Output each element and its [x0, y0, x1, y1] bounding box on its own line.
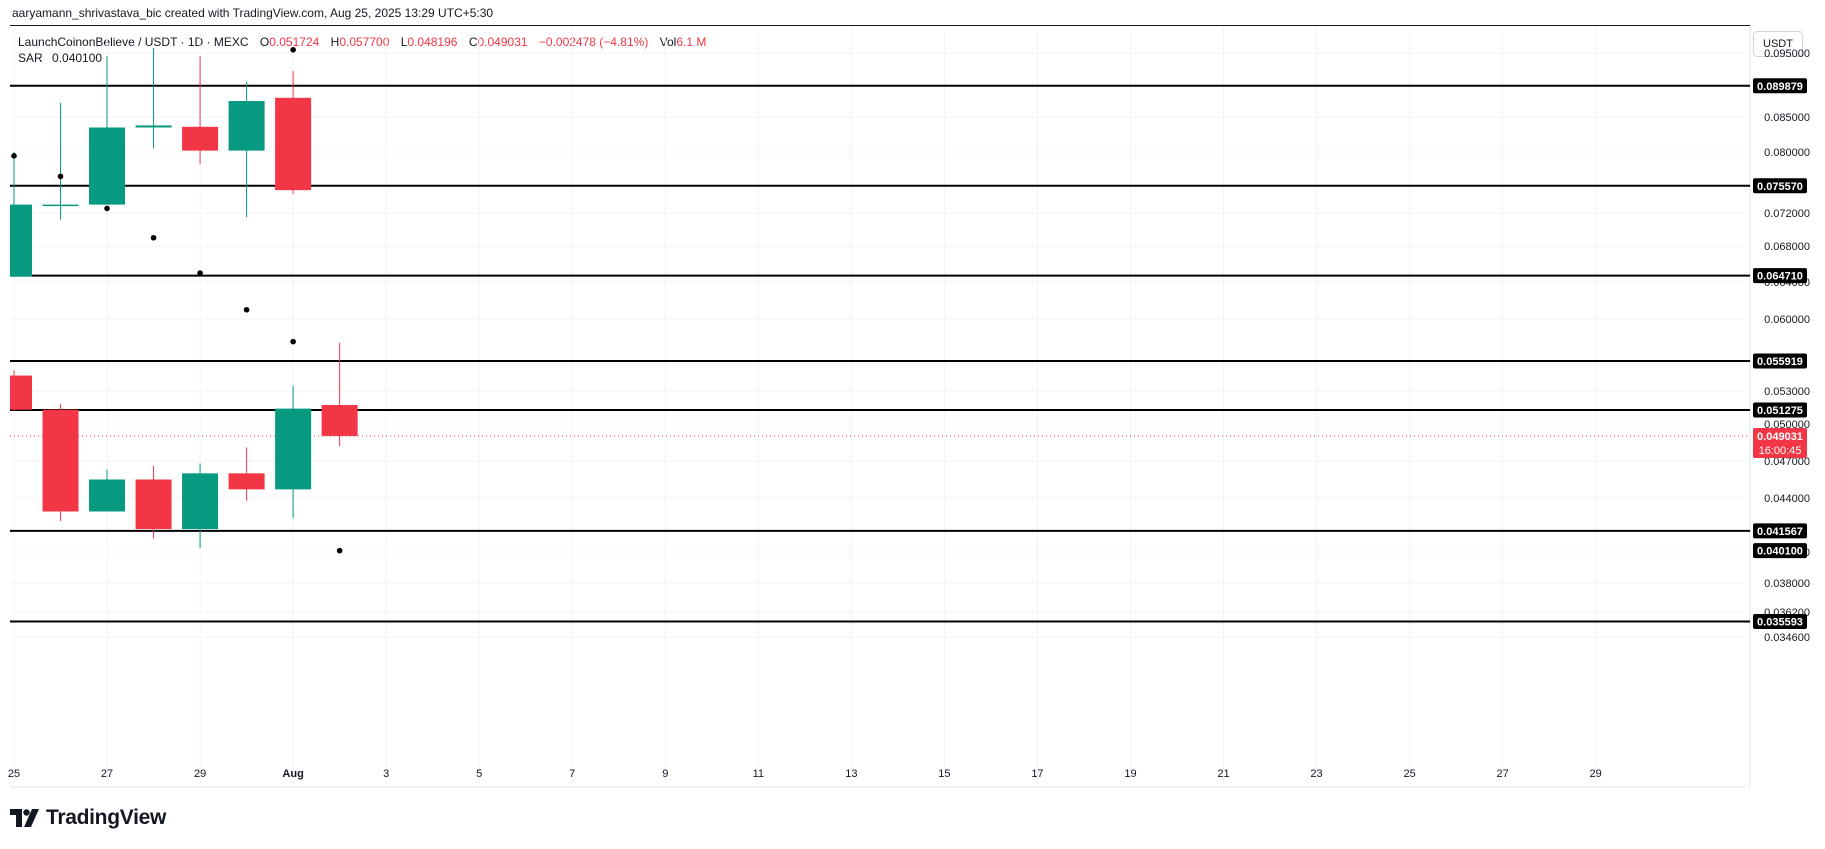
level-price-label-bg	[1753, 613, 1807, 629]
x-tick-label: Aug	[282, 768, 303, 780]
brand-name: TradingView	[46, 806, 167, 829]
symbol-name[interactable]: LaunchCoinonBelieve / USDT · 1D · MEXC	[18, 35, 249, 49]
level-price-label-bg	[1753, 178, 1807, 194]
low-label: L	[400, 35, 408, 49]
x-tick-label: 25	[1403, 768, 1415, 780]
y-tick-label: 0.034600	[1764, 632, 1810, 644]
sar-value: 0.040100	[52, 51, 103, 65]
tradingview-logo-icon	[10, 809, 39, 827]
x-tick-label: 7	[569, 768, 575, 780]
x-tick-label: 21	[1217, 768, 1229, 780]
y-tick-label: 0.095000	[1764, 48, 1810, 60]
x-tick-label: 5	[476, 768, 482, 780]
sar-legend: SAR 0.040100	[18, 51, 102, 65]
sar-dot	[57, 173, 64, 180]
x-tick-label: 17	[1031, 768, 1043, 780]
level-price-label: 0.089879	[1757, 81, 1803, 93]
candle-body[interactable]	[182, 473, 219, 530]
candle-body[interactable]	[182, 126, 219, 151]
bar-countdown-label: 16:00:45	[1759, 445, 1802, 457]
x-tick-label: 11	[753, 768, 764, 780]
x-tick-label: 29	[194, 768, 206, 780]
volume-value: 6.1 M	[676, 35, 707, 49]
candle-body[interactable]	[42, 204, 79, 207]
sar-label[interactable]: SAR	[18, 51, 43, 65]
close-value: 0.049031	[477, 35, 528, 49]
x-tick-label: 3	[383, 768, 389, 780]
candle-body[interactable]	[10, 204, 32, 277]
low-value: 0.048196	[407, 35, 458, 49]
x-tick-label: 27	[1497, 768, 1509, 780]
x-tick-label: 25	[8, 768, 20, 780]
level-price-label: 0.035593	[1757, 616, 1803, 628]
sar-dot	[150, 234, 157, 241]
volume-label: Vol	[659, 35, 677, 49]
sar-dot	[11, 153, 17, 159]
x-tick-label: 29	[1590, 768, 1602, 780]
level-price-label: 0.064710	[1757, 271, 1803, 283]
level-price-label: 0.051275	[1757, 405, 1803, 417]
level-price-label-bg	[1753, 523, 1807, 539]
level-price-label: 0.075570	[1757, 181, 1803, 193]
sar-dot	[197, 270, 203, 276]
level-price-label-bg	[1753, 78, 1807, 94]
y-tick-label: 0.038000	[1764, 578, 1810, 590]
sar-dot	[290, 338, 296, 345]
change-value: −0.002478 (−4.81%)	[538, 35, 649, 49]
sar-dot	[104, 205, 110, 212]
level-price-label-bg	[1753, 353, 1807, 369]
currency-button[interactable]: USDT	[1753, 31, 1803, 57]
x-tick-label: 23	[1310, 768, 1322, 780]
x-tick-label: 13	[845, 768, 857, 780]
y-tick-label: 0.080000	[1764, 147, 1810, 159]
sar-price-label-bg	[1753, 543, 1807, 559]
candle-body[interactable]	[275, 408, 312, 490]
last-price-label-bg	[1753, 427, 1807, 458]
close-label: C	[468, 35, 478, 49]
candle-body[interactable]	[275, 97, 312, 191]
sar-price-label: 0.040100	[1757, 546, 1803, 558]
candle-body[interactable]	[10, 375, 32, 410]
candle-body[interactable]	[42, 409, 79, 512]
level-price-label: 0.055919	[1757, 356, 1803, 368]
candle-body[interactable]	[135, 125, 172, 128]
level-price-label: 0.041567	[1757, 526, 1803, 538]
y-tick-label: 0.072000	[1764, 208, 1810, 220]
open-value: 0.051724	[269, 35, 320, 49]
level-price-label-bg	[1753, 402, 1807, 418]
sar-dot	[336, 547, 343, 554]
candle-body[interactable]	[89, 127, 126, 205]
chart-credit: aaryamann_shrivastava_bic created with T…	[12, 6, 494, 20]
y-tick-label: 0.044000	[1764, 493, 1810, 505]
sar-dot	[243, 306, 250, 313]
y-tick-label: 0.053000	[1764, 386, 1810, 398]
header-divider	[10, 25, 1750, 26]
x-tick-label: 9	[662, 768, 668, 780]
candle-body[interactable]	[321, 405, 358, 436]
y-tick-label: 0.085000	[1764, 112, 1810, 124]
x-tick-label: 15	[938, 768, 950, 780]
candle-body[interactable]	[135, 479, 172, 530]
candle-body[interactable]	[228, 101, 265, 151]
level-price-label-bg	[1753, 268, 1807, 284]
sar-dot	[290, 47, 296, 53]
y-tick-label: 0.068000	[1764, 241, 1810, 253]
high-label: H	[330, 35, 340, 49]
last-price-label: 0.049031	[1757, 431, 1803, 443]
candle-body[interactable]	[228, 473, 265, 490]
symbol-legend: LaunchCoinonBelieve / USDT · 1D · MEXC O…	[18, 34, 706, 51]
open-label: O	[259, 35, 270, 49]
candle-body[interactable]	[89, 479, 126, 512]
x-tick-label: 19	[1124, 768, 1136, 780]
tradingview-logo[interactable]: TradingView	[10, 806, 166, 830]
y-tick-label: 0.060000	[1764, 314, 1810, 326]
y-tick-label: 0.047000	[1764, 456, 1810, 468]
high-value: 0.057700	[339, 35, 390, 49]
x-tick-label: 27	[101, 768, 113, 780]
